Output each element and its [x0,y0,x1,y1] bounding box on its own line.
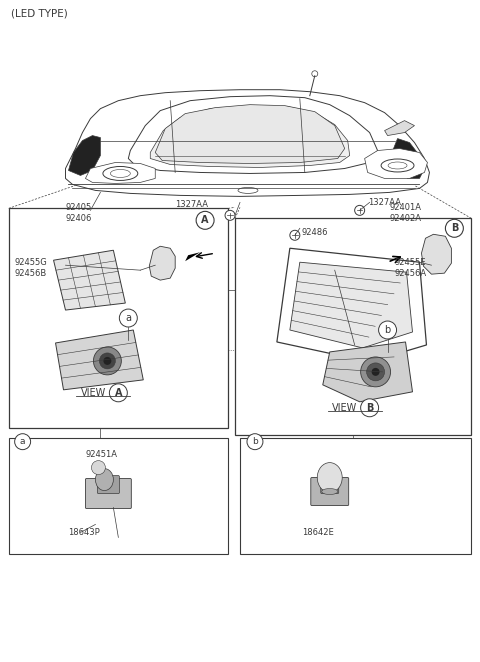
Circle shape [225,211,235,220]
Text: 92455E
92456A: 92455E 92456A [395,258,427,278]
Text: 92455G
92456B: 92455G 92456B [15,258,48,278]
FancyBboxPatch shape [311,477,348,506]
Circle shape [372,368,380,376]
Text: a: a [125,313,132,323]
Circle shape [103,357,111,365]
FancyBboxPatch shape [85,479,132,508]
Circle shape [120,309,137,327]
Circle shape [94,347,121,375]
Text: 92401A
92402A: 92401A 92402A [390,203,421,224]
Circle shape [355,205,365,215]
Polygon shape [69,136,100,175]
Polygon shape [421,234,451,274]
Polygon shape [394,138,423,179]
Polygon shape [149,246,175,280]
Text: A: A [115,388,122,398]
Bar [9,209,228,428]
Text: 92405
92406: 92405 92406 [65,203,92,224]
Text: a: a [20,437,25,446]
Text: 92451A: 92451A [85,449,118,459]
Polygon shape [365,148,428,179]
Text: A: A [201,215,209,225]
Polygon shape [384,120,415,136]
Polygon shape [150,106,350,167]
Text: b: b [252,437,258,446]
Polygon shape [56,330,144,390]
Circle shape [247,434,263,449]
FancyBboxPatch shape [321,479,339,494]
Bar [235,218,471,435]
Circle shape [99,353,115,369]
Polygon shape [128,96,378,173]
Circle shape [91,461,106,475]
Ellipse shape [96,469,113,491]
Bar [240,438,471,554]
Circle shape [290,230,300,240]
Polygon shape [290,262,412,348]
FancyBboxPatch shape [97,475,120,494]
Text: 1327AA: 1327AA [175,201,208,209]
Polygon shape [155,105,345,164]
Polygon shape [85,162,155,183]
Polygon shape [65,89,430,197]
Circle shape [109,384,127,402]
Ellipse shape [317,463,342,493]
Polygon shape [277,248,426,362]
Ellipse shape [322,489,338,495]
Polygon shape [54,250,125,310]
Text: (LED TYPE): (LED TYPE) [11,9,67,19]
Polygon shape [323,342,412,402]
Circle shape [196,211,214,229]
Text: VIEW: VIEW [81,388,106,398]
Circle shape [379,321,396,339]
Circle shape [360,357,391,387]
Text: 1327AA: 1327AA [368,199,401,207]
Bar [9,438,228,554]
Text: B: B [366,402,373,413]
Text: B: B [451,223,458,233]
Circle shape [15,434,31,449]
Text: 18642E: 18642E [302,528,334,537]
Text: 18643P: 18643P [69,528,100,537]
Circle shape [367,363,384,381]
Polygon shape [185,252,200,261]
Text: 92486: 92486 [302,228,328,237]
Text: VIEW: VIEW [332,402,357,413]
Text: b: b [384,325,391,335]
Circle shape [360,399,379,417]
Circle shape [445,219,463,237]
